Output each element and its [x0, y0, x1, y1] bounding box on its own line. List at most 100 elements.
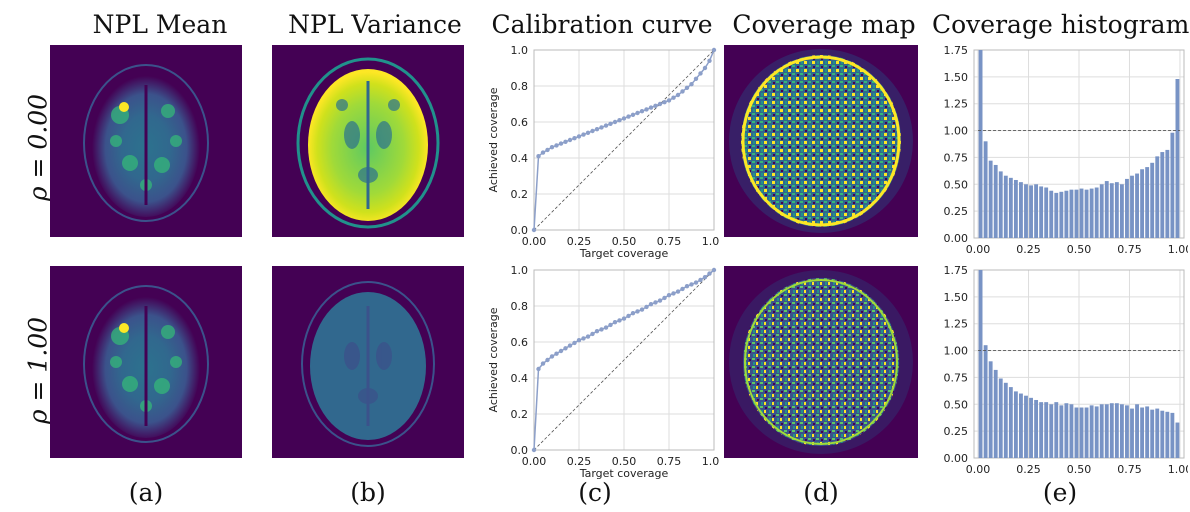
- x-tick-label: 0.00: [522, 455, 547, 468]
- plot-frame: [973, 49, 1185, 239]
- calibration-point: [590, 128, 595, 134]
- npl-mean-image-rho0: [50, 45, 242, 237]
- calibration-point: [554, 143, 559, 148]
- histogram-bar: [1024, 184, 1028, 238]
- histogram-bar: [1160, 152, 1165, 238]
- y-tick-label: 1.25: [944, 98, 969, 111]
- title-coverage-map: Coverage map: [732, 10, 916, 39]
- x-tick-label: 1.00: [1168, 463, 1188, 476]
- calibration-point: [657, 298, 663, 303]
- calibration-point: [702, 65, 708, 71]
- histogram-bar: [1079, 188, 1084, 238]
- histogram-bar: [1130, 175, 1134, 238]
- histogram-bar: [1150, 162, 1155, 238]
- calibration-point: [612, 119, 618, 125]
- calibration-point: [531, 447, 537, 453]
- coverage-histogram-rho1: 0.00 0.25 0.50 0.75 1.00 1.25 1.50 1.75 0.00 0.25…: [944, 264, 1189, 476]
- calibration-point: [585, 334, 591, 339]
- calibration-point: [707, 271, 712, 276]
- histogram-bar: [1114, 182, 1119, 238]
- calibration-point: [653, 300, 658, 305]
- x-tick-label: 0.00: [966, 463, 991, 476]
- x-tick-label: 0.75: [1117, 243, 1142, 256]
- histogram-bar: [1099, 184, 1104, 238]
- calibration-point: [599, 125, 604, 130]
- calibration-point: [630, 311, 636, 316]
- histogram-bar: [1064, 190, 1069, 238]
- x-tick-label: 0.25: [1016, 463, 1041, 476]
- histogram-bar: [1109, 403, 1114, 458]
- calibration-point: [531, 227, 537, 233]
- histogram-bar: [1054, 192, 1059, 238]
- histogram-bar: [1079, 407, 1084, 458]
- y-tick-label: 0.4: [511, 152, 529, 165]
- y-tick-label: 0.25: [944, 205, 969, 218]
- y-tick-label: 1.00: [944, 345, 969, 358]
- y-tick-label: 0.0: [511, 444, 529, 457]
- histogram-bar: [1094, 187, 1099, 238]
- calibration-point: [585, 130, 591, 135]
- y-tick-label: 0.4: [511, 372, 529, 385]
- calibration-point: [671, 291, 676, 296]
- histogram-bar: [1008, 387, 1013, 458]
- calibration-point: [563, 346, 568, 351]
- calibration-point: [621, 316, 627, 321]
- histogram-bar: [988, 361, 993, 458]
- histogram-bar: [1024, 395, 1028, 458]
- histogram-bar: [1049, 404, 1054, 458]
- histogram-bar: [993, 164, 998, 238]
- histogram-bar: [1140, 169, 1145, 238]
- histogram-bar: [1013, 391, 1018, 458]
- calibration-point: [594, 127, 600, 132]
- calibration-point: [612, 320, 618, 325]
- calibration-point: [707, 58, 712, 63]
- title-calibration-curve: Calibration curve: [491, 10, 713, 39]
- histogram-bar: [1104, 404, 1109, 458]
- histogram-bar: [1175, 79, 1180, 239]
- x-tick-label: 1.00: [1168, 243, 1188, 256]
- calibration-point: [540, 361, 546, 366]
- calibration-point: [545, 147, 550, 153]
- calibration-point: [603, 123, 609, 128]
- calibration-point: [567, 137, 573, 143]
- x-tick-label: 0.50: [612, 235, 637, 248]
- y-tick-label: 1.00: [944, 125, 969, 138]
- calibration-point: [545, 357, 550, 363]
- x-tick-label: 0.25: [567, 455, 592, 468]
- y-axis-label: Achieved coverage: [487, 87, 500, 192]
- x-tick-label: 0.75: [657, 455, 682, 468]
- histogram-bar: [1003, 175, 1008, 238]
- y-tick-label: 0.0: [511, 224, 529, 237]
- histogram-bar: [1074, 407, 1079, 458]
- histogram-bar: [978, 270, 983, 458]
- histogram-bar: [1059, 191, 1064, 238]
- calibration-point: [626, 114, 631, 119]
- histogram-bar: [1019, 393, 1023, 458]
- calibration-point: [572, 136, 577, 141]
- x-tick-label: 0.25: [1016, 243, 1041, 256]
- y-tick-label: 0.50: [944, 178, 969, 191]
- calibration-point: [590, 331, 595, 337]
- calibration-point: [666, 293, 672, 298]
- coverage-histogram-rho0: 0.00 0.25 0.50 0.75 1.00 1.25 1.50 1.75 0.00 0.25…: [944, 44, 1189, 256]
- npl-variance-image-rho0: [272, 45, 464, 237]
- calibration-point: [680, 286, 685, 292]
- x-tick-label: 0.75: [1117, 463, 1142, 476]
- x-tick-label: 0.50: [1067, 463, 1092, 476]
- npl-mean-image-rho1: [50, 266, 242, 458]
- histogram-bar: [1039, 186, 1044, 238]
- histogram-bar: [1145, 167, 1150, 238]
- subfig-label-c: (c): [578, 478, 612, 507]
- histogram-bar: [1175, 422, 1180, 458]
- histogram-bar: [978, 50, 983, 238]
- calibration-point: [657, 101, 663, 107]
- y-tick-label: 1.50: [944, 291, 969, 304]
- histogram-bar: [1003, 382, 1008, 458]
- histogram-bar: [1135, 173, 1139, 238]
- calibration-point: [558, 348, 564, 354]
- calibration-point: [536, 366, 541, 372]
- histogram-bar: [1084, 407, 1089, 458]
- histogram-bar: [1008, 177, 1013, 238]
- histogram-bar: [1089, 188, 1094, 238]
- subfig-label-d: (d): [803, 478, 839, 507]
